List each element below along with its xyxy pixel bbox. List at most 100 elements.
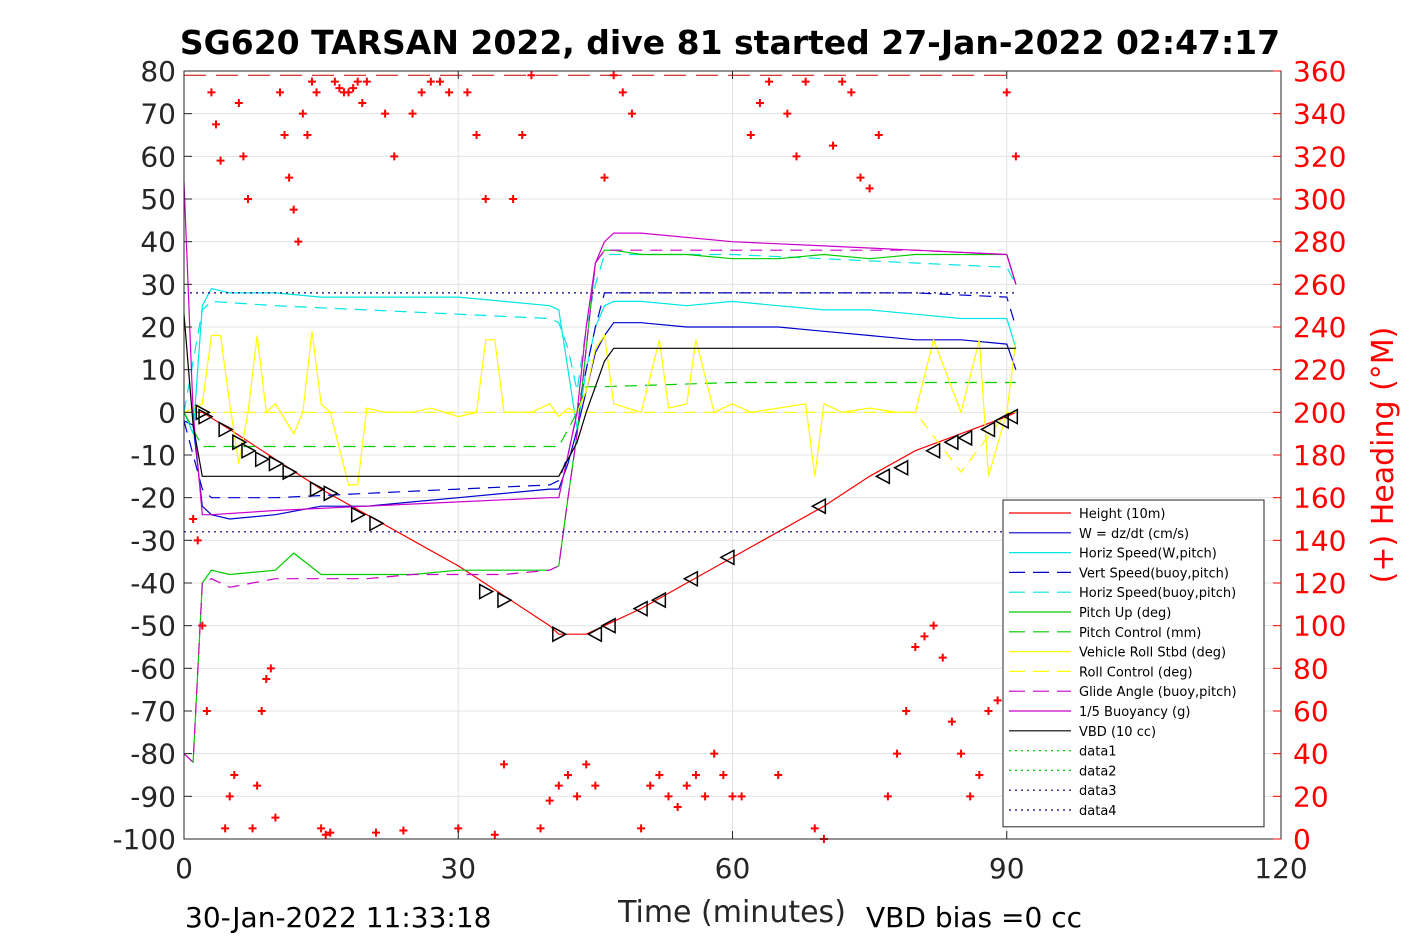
heading-point — [312, 88, 321, 97]
heading-point — [838, 77, 847, 86]
y-tick-label: -70 — [130, 695, 176, 728]
legend-label-5: Pitch Up (deg) — [1079, 606, 1171, 621]
heading-point — [426, 77, 435, 86]
glider-marker — [282, 463, 298, 481]
legend-label-7: Vehicle Roll Stbd (deg) — [1079, 646, 1226, 661]
glider-marker — [241, 442, 257, 459]
heading-point — [792, 152, 801, 161]
heading-point — [266, 664, 275, 673]
heading-point — [902, 707, 911, 715]
glider-marker — [600, 617, 616, 634]
legend-box — [1002, 499, 1265, 828]
series-layer — [183, 181, 1017, 764]
y-tick-label: 20 — [140, 311, 176, 344]
y2-tick-label: 120 — [1293, 567, 1346, 600]
heading-point — [518, 131, 527, 139]
heading-point — [737, 792, 746, 801]
glider-markers — [195, 404, 1019, 643]
series-line-11 — [183, 314, 1016, 477]
glider-marker — [218, 421, 234, 438]
y2-tick-label: 240 — [1293, 311, 1346, 344]
heading-point — [399, 826, 408, 835]
heading-point — [664, 792, 673, 801]
heading-point — [362, 77, 371, 86]
glider-marker — [1002, 408, 1019, 425]
y2-tick-label: 200 — [1293, 396, 1346, 429]
heading-point — [755, 99, 764, 107]
y-tick-label: -100 — [112, 823, 176, 856]
heading-point — [499, 760, 508, 769]
glider-marker — [369, 515, 385, 532]
heading-point — [358, 99, 367, 107]
y2-tick-label: 160 — [1293, 482, 1346, 515]
heading-point — [189, 515, 198, 523]
heading-point — [216, 156, 225, 165]
y-tick-label: -90 — [130, 780, 176, 813]
y-tick-label: -50 — [130, 610, 176, 643]
heading-point — [883, 792, 892, 801]
y2-tick-label: 220 — [1293, 354, 1346, 387]
glider-marker — [268, 455, 284, 472]
glider-marker — [497, 591, 513, 609]
legend-label-9: Glide Angle (buoy,pitch) — [1079, 685, 1237, 700]
glider-marker — [350, 506, 367, 523]
glider-marker — [650, 591, 667, 609]
heading-point — [847, 88, 856, 97]
glider-marker — [254, 451, 271, 468]
heading-point — [527, 71, 536, 80]
glider-marker — [979, 421, 996, 438]
y-tick-label: 0 — [158, 396, 176, 429]
heading-point — [381, 109, 390, 118]
heading-point — [490, 830, 499, 839]
heading-point — [326, 828, 335, 837]
heading-point — [307, 77, 316, 86]
chart-title: SG620 TARSAN 2022, dive 81 started 27-Ja… — [180, 23, 1280, 62]
legend-label-11: VBD (10 cc) — [1079, 725, 1156, 740]
legend-label-10: 1/5 Buoyancy (g) — [1079, 705, 1190, 720]
heading-point — [481, 195, 490, 203]
legend-label-12: data1 — [1079, 745, 1117, 760]
heading-point — [239, 152, 248, 161]
heading-point — [435, 77, 444, 86]
glider-marker — [993, 412, 1009, 430]
heading-point — [609, 71, 618, 80]
heading-point — [253, 781, 262, 790]
heading-point — [618, 88, 627, 97]
heading-point — [344, 88, 353, 97]
y2-tick-label: 60 — [1293, 695, 1329, 728]
y-tick-label: 80 — [140, 55, 176, 88]
heading-point — [966, 792, 975, 801]
y-tick-label: 30 — [140, 268, 176, 301]
y2-tick-label: 180 — [1293, 439, 1346, 472]
y-tick-label: -40 — [130, 567, 176, 600]
heading-point — [445, 88, 454, 97]
y-tick-label: -10 — [130, 439, 176, 472]
heading-point — [893, 749, 902, 758]
glider-marker — [586, 625, 603, 643]
heading-point — [728, 792, 737, 801]
heading-point — [509, 195, 518, 203]
heading-point — [294, 237, 303, 246]
glider-marker — [478, 583, 495, 600]
heading-point — [317, 824, 326, 833]
heading-point — [198, 621, 207, 630]
heading-point — [225, 792, 234, 801]
heading-point — [856, 173, 865, 182]
heading-point — [746, 131, 755, 139]
heading-point — [536, 824, 545, 833]
legend-label-8: Roll Control (deg) — [1079, 665, 1193, 680]
heading-point — [262, 675, 271, 683]
heading-point — [298, 109, 307, 118]
x-tick-label: 0 — [175, 852, 193, 885]
heading-point — [591, 781, 600, 790]
heading-point — [957, 749, 966, 758]
series-line-5 — [183, 249, 1017, 764]
y-tick-label: -60 — [130, 652, 176, 685]
heading-point — [335, 84, 344, 93]
heading-point — [765, 77, 774, 86]
heading-point — [271, 813, 280, 822]
y-tick-label: 10 — [140, 354, 176, 387]
glider-marker — [323, 485, 339, 502]
footer-vbd-bias: VBD bias =0 cc — [866, 901, 1082, 934]
glider-marker — [874, 468, 891, 485]
